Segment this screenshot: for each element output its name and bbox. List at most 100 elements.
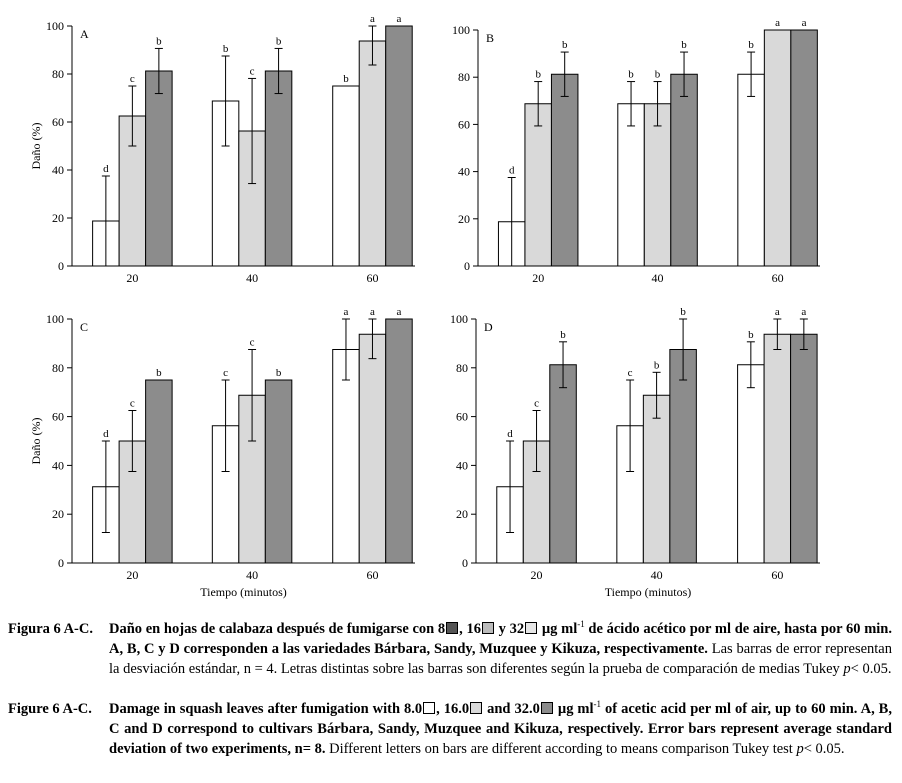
significance-letter: b	[628, 69, 634, 81]
significance-letter: a	[802, 17, 807, 29]
y-tick-label: 20	[52, 507, 64, 521]
significance-letter: d	[103, 428, 109, 440]
significance-letter: c	[628, 367, 633, 379]
significance-letter: b	[276, 35, 282, 47]
significance-letter: b	[748, 39, 754, 51]
x-axis-label: Tiempo (minutos)	[605, 585, 692, 599]
significance-letter: a	[801, 306, 806, 318]
y-tick-label: 0	[58, 556, 64, 570]
y-tick-label: 40	[456, 458, 468, 472]
bar	[358, 40, 387, 267]
significance-letter: c	[250, 337, 255, 349]
significance-letter: c	[534, 398, 539, 410]
bar	[790, 333, 818, 564]
legend-swatch-32	[525, 622, 538, 634]
y-tick-label: 0	[462, 556, 468, 570]
significance-letter: b	[748, 329, 754, 341]
y-tick-label: 80	[458, 70, 470, 84]
y-axis-label: Daño (%)	[29, 123, 43, 170]
y-tick-label: 60	[52, 115, 64, 129]
significance-letter: c	[250, 65, 255, 77]
panel-label: A	[80, 27, 89, 41]
bar	[669, 349, 697, 564]
significance-letter: a	[775, 306, 780, 318]
x-tick-label: 20	[532, 271, 544, 285]
x-tick-label: 20	[126, 568, 138, 582]
significance-letter: a	[344, 306, 349, 318]
bar	[524, 103, 552, 267]
bar	[763, 29, 792, 267]
bar	[385, 318, 413, 564]
bar	[264, 379, 293, 564]
y-tick-label: 20	[456, 507, 468, 521]
significance-letter: a	[397, 306, 402, 318]
y-tick-label: 0	[58, 259, 64, 273]
y-tick-label: 100	[452, 23, 470, 37]
bar	[358, 333, 387, 564]
y-axis-label: Daño (%)	[29, 418, 43, 465]
caption-spanish: Figura 6 A-C. Daño en hojas de calabaza …	[8, 619, 893, 677]
y-tick-label: 40	[458, 165, 470, 179]
y-tick-label: 20	[52, 211, 64, 225]
significance-letter: a	[397, 13, 402, 25]
significance-letter: b	[156, 367, 162, 379]
bar	[549, 364, 577, 564]
legend-swatch-8	[446, 622, 459, 634]
significance-letter: b	[343, 73, 349, 85]
x-tick-label: 20	[531, 568, 543, 582]
y-tick-label: 80	[52, 361, 64, 375]
significance-letter: a	[370, 13, 375, 25]
bar	[737, 364, 765, 564]
significance-letter: a	[370, 306, 375, 318]
bar	[332, 349, 360, 564]
panel-label: C	[80, 320, 88, 334]
y-tick-label: 80	[52, 67, 64, 81]
significance-letter: c	[130, 73, 135, 85]
significance-letter: b	[156, 35, 162, 47]
bar	[763, 333, 792, 564]
significance-letter: b	[223, 43, 229, 55]
caption-english: Figure 6 A-C. Damage in squash leaves af…	[8, 699, 892, 757]
y-tick-label: 20	[458, 212, 470, 226]
y-tick-label: 40	[52, 458, 64, 472]
y-tick-label: 60	[456, 410, 468, 424]
x-tick-label: 40	[652, 271, 664, 285]
x-tick-label: 60	[771, 568, 783, 582]
bar	[643, 103, 672, 267]
panel-label: B	[486, 31, 494, 45]
x-tick-label: 60	[366, 271, 378, 285]
significance-letter: c	[130, 398, 135, 410]
bar	[670, 73, 698, 267]
bar	[737, 73, 765, 267]
x-axis-label: Tiempo (minutos)	[200, 585, 287, 599]
significance-letter: b	[681, 39, 687, 51]
legend-swatch-16	[481, 622, 494, 634]
x-tick-label: 60	[772, 271, 784, 285]
panel-label: D	[484, 320, 493, 334]
x-tick-label: 40	[651, 568, 663, 582]
legend-swatch-16	[470, 702, 483, 714]
significance-letter: a	[775, 17, 780, 29]
bar	[145, 379, 173, 564]
x-tick-label: 40	[246, 568, 258, 582]
significance-letter: b	[560, 329, 566, 341]
significance-letter: b	[562, 39, 568, 51]
significance-letter: b	[654, 359, 660, 371]
bar	[617, 103, 645, 267]
legend-swatch-32	[540, 702, 553, 714]
x-tick-label: 60	[366, 568, 378, 582]
legend-swatch-8	[423, 702, 436, 714]
bar	[264, 70, 293, 267]
bar	[642, 394, 671, 564]
y-tick-label: 100	[46, 19, 64, 33]
bar	[332, 85, 360, 267]
y-tick-label: 80	[456, 361, 468, 375]
bar	[790, 29, 818, 267]
significance-letter: b	[535, 69, 541, 81]
significance-letter: b	[276, 367, 282, 379]
caption-label: Figure 6 A-C.	[8, 701, 92, 717]
y-tick-label: 60	[458, 117, 470, 131]
y-tick-label: 100	[46, 312, 64, 326]
y-tick-label: 40	[52, 163, 64, 177]
significance-letter: d	[509, 165, 515, 177]
